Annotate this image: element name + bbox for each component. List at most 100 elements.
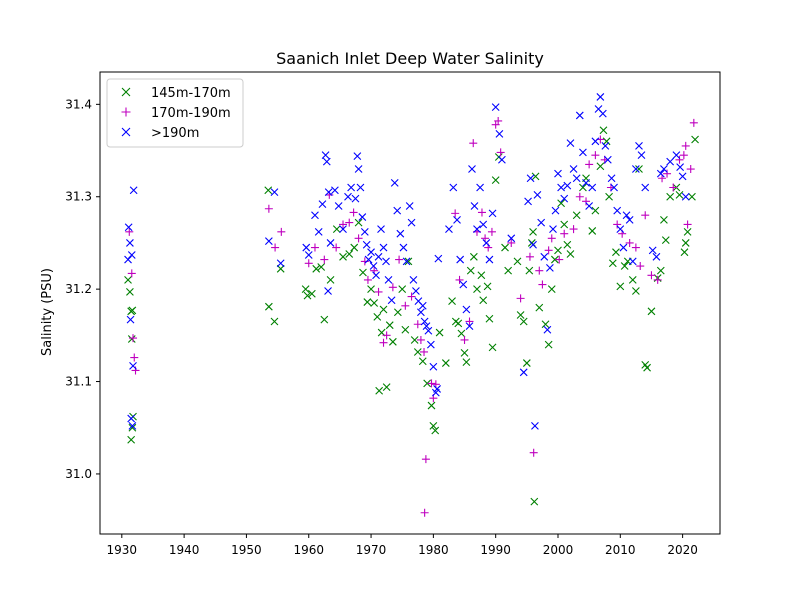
data-point xyxy=(591,206,600,215)
data-point xyxy=(276,264,285,273)
data-point xyxy=(498,155,506,164)
data-point xyxy=(322,157,331,166)
data-point xyxy=(477,208,486,217)
data-point xyxy=(686,165,695,174)
data-point xyxy=(431,426,440,435)
data-point xyxy=(358,213,367,221)
data-point xyxy=(126,288,134,296)
data-point xyxy=(531,172,540,181)
data-point xyxy=(628,276,637,284)
data-point xyxy=(426,340,435,349)
data-point xyxy=(451,209,460,218)
data-point xyxy=(540,252,549,261)
data-point xyxy=(496,148,505,157)
data-point xyxy=(535,266,544,275)
data-point xyxy=(566,250,575,258)
legend-box xyxy=(106,78,244,148)
data-point xyxy=(691,135,699,144)
data-point xyxy=(363,298,372,306)
data-point xyxy=(579,148,587,157)
data-point xyxy=(485,255,494,264)
data-point xyxy=(301,285,310,294)
data-point xyxy=(563,240,572,249)
data-point xyxy=(513,257,522,266)
data-point xyxy=(688,192,696,201)
data-point xyxy=(681,141,690,150)
data-point xyxy=(302,243,311,252)
y-tick-label: 31.0 xyxy=(65,467,92,481)
data-point xyxy=(483,282,492,291)
data-point xyxy=(128,422,137,430)
data-point xyxy=(423,379,432,388)
data-point xyxy=(363,275,372,284)
legend-label: >190m xyxy=(151,126,199,141)
data-point xyxy=(407,218,416,227)
data-point xyxy=(124,223,133,232)
data-point xyxy=(127,414,136,423)
data-point xyxy=(641,183,650,192)
data-point xyxy=(339,225,347,233)
data-point xyxy=(616,225,625,233)
x-tick-label: 1940 xyxy=(169,543,200,557)
data-point xyxy=(494,116,503,125)
data-point xyxy=(488,343,497,352)
data-point xyxy=(501,243,509,252)
data-point xyxy=(382,257,390,266)
data-point xyxy=(326,276,335,284)
data-point xyxy=(303,291,312,300)
data-point xyxy=(675,155,684,164)
data-point xyxy=(473,285,481,294)
data-point xyxy=(127,251,136,259)
data-point xyxy=(334,202,343,210)
data-point xyxy=(635,165,643,173)
data-point xyxy=(547,234,556,243)
data-point xyxy=(676,163,685,172)
data-point xyxy=(551,206,560,215)
data-point xyxy=(445,225,453,233)
plot-frame xyxy=(99,71,721,535)
data-point xyxy=(530,497,539,506)
data-point xyxy=(454,319,463,328)
data-point xyxy=(128,423,137,432)
data-point xyxy=(549,225,557,233)
data-point xyxy=(507,238,516,247)
data-point xyxy=(396,229,405,238)
data-point xyxy=(370,299,379,307)
data-point xyxy=(470,202,479,210)
data-point xyxy=(625,238,634,247)
data-point xyxy=(354,218,363,227)
data-point xyxy=(491,103,500,112)
data-point xyxy=(516,311,525,319)
data-point xyxy=(603,155,612,164)
data-point xyxy=(393,308,402,317)
data-point xyxy=(421,455,430,464)
data-point xyxy=(641,211,650,220)
data-point xyxy=(429,362,438,371)
x-tick-label: 1930 xyxy=(107,543,138,557)
data-point xyxy=(648,246,657,255)
series-3 xyxy=(124,93,690,430)
data-point xyxy=(582,178,590,187)
data-point xyxy=(465,317,474,326)
data-point xyxy=(619,243,628,252)
data-point xyxy=(387,296,396,305)
data-point xyxy=(526,174,535,183)
data-point xyxy=(429,422,438,430)
y-axis-label: Salinity (PSU) xyxy=(40,268,55,356)
data-point xyxy=(354,165,363,173)
data-point xyxy=(264,186,273,195)
data-point xyxy=(681,239,690,247)
data-point xyxy=(130,353,139,362)
data-point xyxy=(663,169,672,178)
data-point xyxy=(401,301,410,310)
data-point xyxy=(661,236,670,245)
chart-title: Saanich Inlet Deep Water Salinity xyxy=(276,49,544,68)
data-point xyxy=(569,165,578,173)
y-tick-label: 31.3 xyxy=(65,190,92,204)
data-point xyxy=(304,251,313,259)
legend: 145m-170m 170m-190m >190m xyxy=(106,78,244,148)
data-point xyxy=(566,139,575,148)
data-point xyxy=(495,130,504,138)
data-point xyxy=(591,137,600,146)
data-point xyxy=(631,243,640,252)
